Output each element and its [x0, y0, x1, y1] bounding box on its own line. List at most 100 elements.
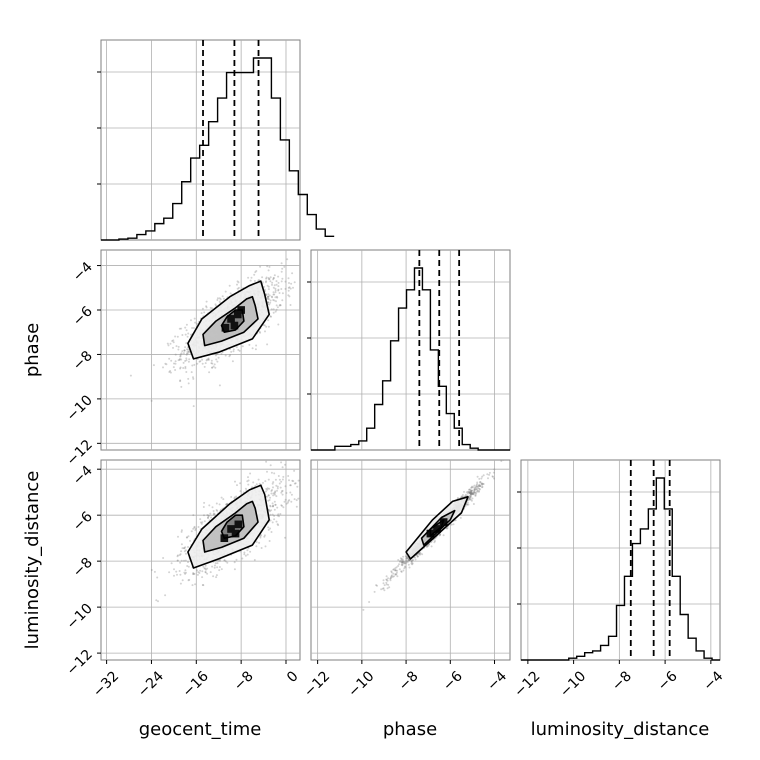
scatter-point — [280, 490, 283, 493]
scatter-point — [267, 526, 270, 529]
scatter-point — [271, 521, 274, 524]
scatter-point — [469, 491, 472, 494]
scatter-point — [460, 495, 463, 498]
hist-bar — [399, 308, 407, 450]
scatter-point — [233, 496, 236, 499]
scatter-point — [246, 553, 249, 556]
scatter-point — [187, 377, 190, 380]
scatter-point — [254, 484, 257, 487]
scatter-point — [267, 494, 270, 497]
scatter-point — [273, 518, 276, 521]
hist-outline — [101, 57, 335, 241]
scatter-point — [469, 492, 472, 495]
scatter-point — [461, 495, 464, 498]
scatter-point — [473, 488, 476, 491]
scatter-point — [281, 493, 284, 496]
scatter-point — [397, 565, 400, 567]
scatter-point — [274, 503, 277, 506]
scatter-point — [410, 561, 413, 564]
hist-bar — [359, 441, 367, 450]
scatter-point — [187, 565, 190, 568]
scatter-point — [260, 534, 263, 537]
scatter-point — [470, 494, 472, 497]
scatter-point — [271, 296, 274, 299]
scatter-point — [493, 477, 495, 480]
scatter-point — [392, 572, 395, 575]
scatter-point — [177, 348, 180, 351]
scatter-point — [293, 498, 296, 501]
scatter-point — [222, 297, 225, 300]
density-cell — [227, 315, 235, 323]
scatter-point — [442, 534, 445, 537]
scatter-point — [209, 306, 212, 309]
y-tick-label: −12 — [64, 437, 96, 469]
scatter-point — [294, 482, 297, 485]
scatter-point — [206, 572, 209, 575]
scatter-point — [259, 536, 262, 539]
scatter-point — [470, 489, 473, 492]
scatter-point — [172, 366, 175, 369]
scatter-point — [445, 527, 448, 530]
scatter-point — [270, 509, 273, 512]
scatter-point — [368, 601, 371, 603]
scatter-point — [269, 505, 272, 508]
scatter-point — [396, 575, 399, 578]
scatter-point — [271, 482, 274, 485]
scatter-point — [262, 481, 264, 484]
scatter-point — [468, 497, 471, 500]
scatter-point — [218, 559, 221, 562]
scatter-point — [402, 562, 405, 565]
scatter-point — [479, 481, 481, 484]
scatter-point — [276, 306, 279, 309]
scatter-point — [211, 506, 214, 509]
scatter-point — [272, 504, 275, 507]
scatter-point — [203, 365, 206, 368]
scatter-point — [280, 280, 283, 283]
scatter-point — [267, 295, 270, 298]
scatter-point — [236, 484, 238, 487]
scatter-point — [408, 566, 411, 569]
scatter-point — [470, 499, 473, 502]
scatter-point — [265, 277, 268, 280]
scatter-point — [282, 506, 285, 509]
scatter-point — [488, 473, 491, 476]
scatter-point — [210, 359, 213, 362]
x-tick-label: −12 — [301, 668, 333, 700]
scatter-point — [218, 300, 221, 303]
scatter-point — [417, 553, 420, 555]
scatter-point — [284, 536, 287, 539]
scatter-point — [162, 366, 164, 369]
scatter-point — [193, 317, 196, 320]
scatter-point — [185, 552, 187, 555]
scatter-point — [274, 503, 277, 506]
scatter-point — [184, 572, 187, 575]
scatter-point — [479, 481, 482, 484]
scatter-point — [178, 358, 181, 360]
scatter-point — [267, 528, 270, 531]
scatter-point — [270, 471, 273, 474]
scatter-point — [179, 367, 182, 370]
scatter-point — [259, 331, 262, 334]
scatter-point — [247, 276, 250, 279]
scatter-point — [283, 265, 286, 268]
scatter-point — [177, 345, 180, 348]
hist-bar — [632, 544, 640, 660]
scatter-point — [239, 490, 242, 493]
scatter-point — [394, 567, 397, 570]
scatter-point — [215, 358, 218, 361]
scatter-point — [284, 463, 287, 466]
scatter-point — [218, 569, 221, 572]
scatter-point — [491, 475, 494, 478]
scatter-point — [474, 494, 477, 497]
scatter-point — [268, 303, 271, 306]
hist-bar — [617, 605, 625, 660]
scatter-point — [246, 549, 249, 552]
scatter-point — [295, 499, 298, 502]
scatter-point — [263, 534, 266, 537]
scatter-point — [273, 245, 275, 247]
scatter-point — [471, 493, 474, 495]
scatter-point — [166, 342, 169, 345]
scatter-point — [183, 571, 186, 574]
scatter-point — [278, 482, 281, 485]
scatter-point — [479, 485, 482, 487]
